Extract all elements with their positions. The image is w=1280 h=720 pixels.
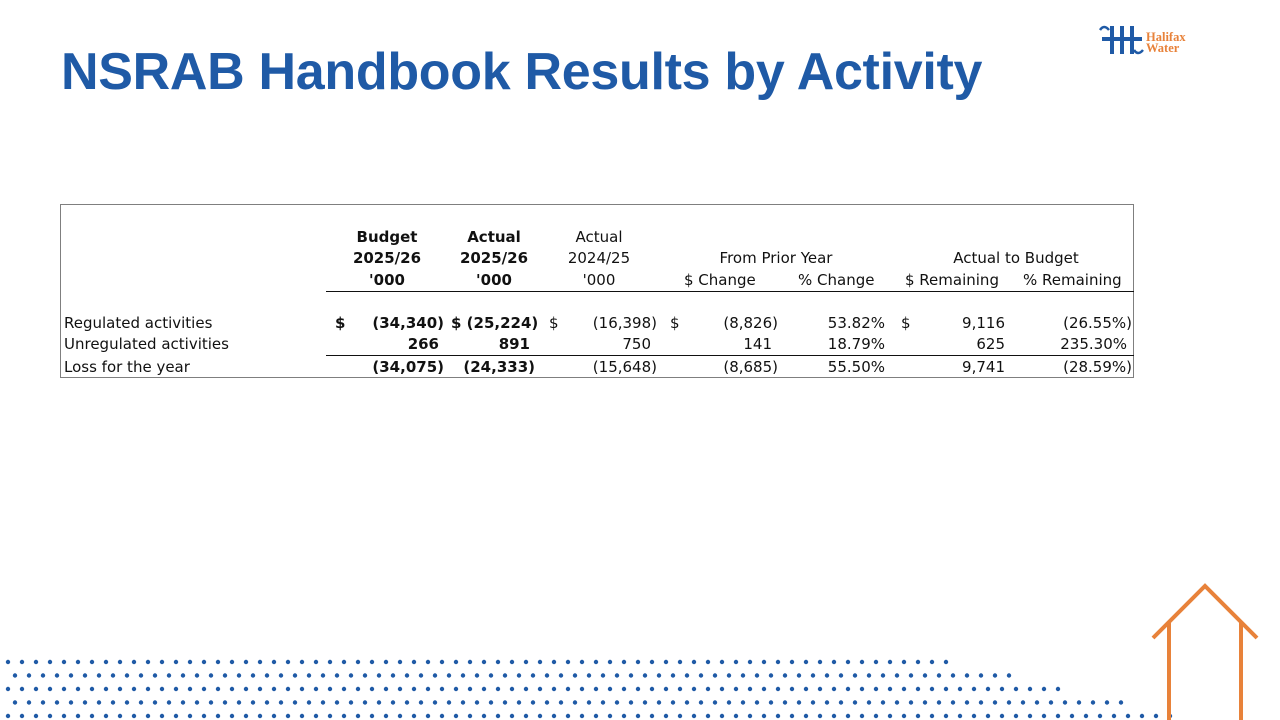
logo-text-line2: Water (1146, 41, 1180, 55)
header-group-actual-budget: Actual to Budget (953, 249, 1079, 267)
cell-dollar-change: (8,685) (723, 358, 778, 376)
header-divider (326, 291, 1134, 292)
cell-dollar-remaining: 9,116 (962, 314, 1005, 332)
header-actual-current-3: '000 (476, 271, 512, 289)
cell-actual-current: 891 (498, 335, 530, 353)
header-actual-current-2: 2025/26 (459, 249, 529, 267)
cell-pct-change: 53.82% (827, 314, 885, 332)
header-budget-1: Budget (356, 228, 418, 246)
cell-dollar-remaining: 625 (976, 335, 1005, 353)
cell-dollar-remaining: 9,741 (962, 358, 1005, 376)
currency-symbol: $ (670, 314, 680, 332)
cell-budget: (34,075) (372, 358, 444, 376)
header-pct-change: % Change (798, 271, 875, 289)
cell-pct-remaining: (26.55%) (1063, 314, 1132, 332)
cell-actual-prior: 750 (622, 335, 651, 353)
results-table: Budget 2025/26 '000 Actual 2025/26 '000 … (60, 204, 1134, 378)
cell-budget: 266 (407, 335, 439, 353)
header-actual-current-1: Actual (467, 228, 521, 246)
header-actual-prior-3: '000 (582, 271, 616, 289)
cell-pct-change: 18.79% (827, 335, 885, 353)
dot-pattern-decoration (5, 659, 1173, 719)
totals-divider (326, 355, 1134, 356)
cell-actual-current: $ (25,224) (451, 314, 539, 332)
logo-text-line1: Halifax (1146, 30, 1186, 44)
cell-pct-remaining: (28.59%) (1063, 358, 1132, 376)
cell-actual-current: (24,333) (463, 358, 535, 376)
cell-actual-prior: (15,648) (592, 358, 657, 376)
row-label: Loss for the year (64, 358, 190, 376)
row-label: Regulated activities (64, 314, 213, 332)
currency-symbol: $ (901, 314, 911, 332)
header-budget-3: '000 (369, 271, 405, 289)
currency-symbol: $ (549, 314, 559, 332)
cell-actual-prior: (16,398) (592, 314, 657, 332)
cell-dollar-change: 141 (743, 335, 772, 353)
halifax-water-logo-icon (1098, 25, 1144, 55)
header-group-prior-year: From Prior Year (719, 249, 833, 267)
cell-pct-change: 55.50% (827, 358, 885, 376)
cell-dollar-change: (8,826) (723, 314, 778, 332)
cell-pct-remaining: 235.30% (1060, 335, 1127, 353)
header-dollar-remaining: $ Remaining (905, 271, 999, 289)
currency-symbol: $ (335, 314, 346, 332)
header-actual-prior-2: 2024/25 (567, 249, 631, 267)
cell-budget: (34,340) (372, 314, 444, 332)
header-actual-prior-1: Actual (575, 228, 623, 246)
row-label: Unregulated activities (64, 335, 229, 353)
header-pct-remaining: % Remaining (1023, 271, 1122, 289)
header-budget-2: 2025/26 (352, 249, 422, 267)
header-dollar-change: $ Change (684, 271, 756, 289)
page-title: NSRAB Handbook Results by Activity (61, 43, 983, 101)
house-outline-decoration (1151, 583, 1259, 720)
